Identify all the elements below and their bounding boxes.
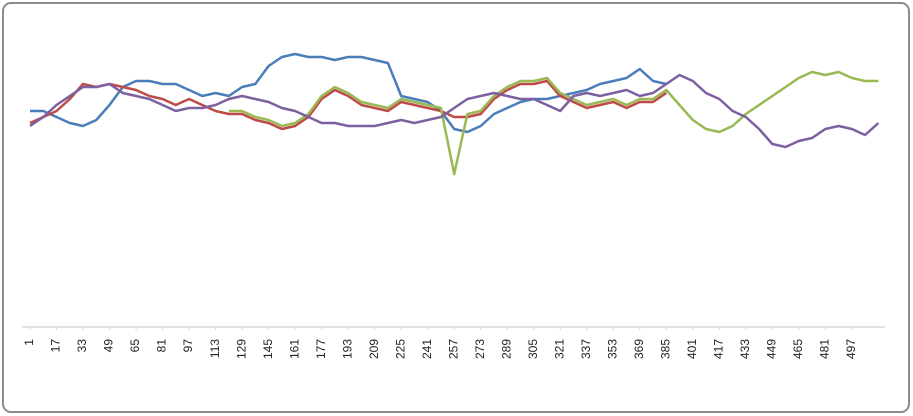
x-tick-label: 81 (155, 339, 169, 353)
series-line (29, 73, 880, 149)
x-tick-label: 177 (314, 339, 328, 359)
x-tick-label: 305 (526, 339, 540, 359)
x-tick-label: 497 (844, 339, 858, 359)
series-line (228, 70, 879, 176)
x-tick-label: 1 (22, 339, 36, 346)
x-tick-label: 289 (499, 339, 513, 359)
x-tick-label: 113 (208, 339, 222, 358)
x-tick-label: 417 (711, 339, 725, 359)
x-tick-label: 161 (287, 339, 301, 359)
series-line (29, 79, 668, 131)
x-tick-label: 257 (446, 339, 460, 359)
x-tick-label: 225 (393, 339, 407, 359)
x-tick-label: 273 (473, 339, 487, 359)
x-tick-label: 65 (128, 339, 142, 353)
x-tick-label: 449 (764, 339, 778, 359)
x-tick-label: 209 (367, 339, 381, 359)
x-tick-label: 145 (261, 339, 275, 359)
x-tick-label: 49 (102, 339, 116, 353)
x-tick-label: 369 (632, 339, 646, 359)
x-tick-label: 481 (818, 339, 832, 359)
x-tick-label: 241 (420, 339, 434, 359)
x-tick-label: 193 (340, 339, 354, 359)
x-tick-label: 33 (75, 339, 89, 353)
x-tick-label: 129 (234, 339, 248, 359)
x-tick-label: 353 (605, 339, 619, 359)
x-tick-label: 97 (181, 339, 195, 353)
x-tick-label: 17 (49, 339, 63, 353)
x-tick-label: 337 (579, 339, 593, 359)
x-tick-label: 385 (658, 339, 672, 359)
x-tick-label: 321 (552, 339, 566, 359)
x-tick-label: 433 (738, 339, 752, 359)
x-tick-label: 465 (791, 339, 805, 359)
x-tick-label: 401 (685, 339, 699, 359)
